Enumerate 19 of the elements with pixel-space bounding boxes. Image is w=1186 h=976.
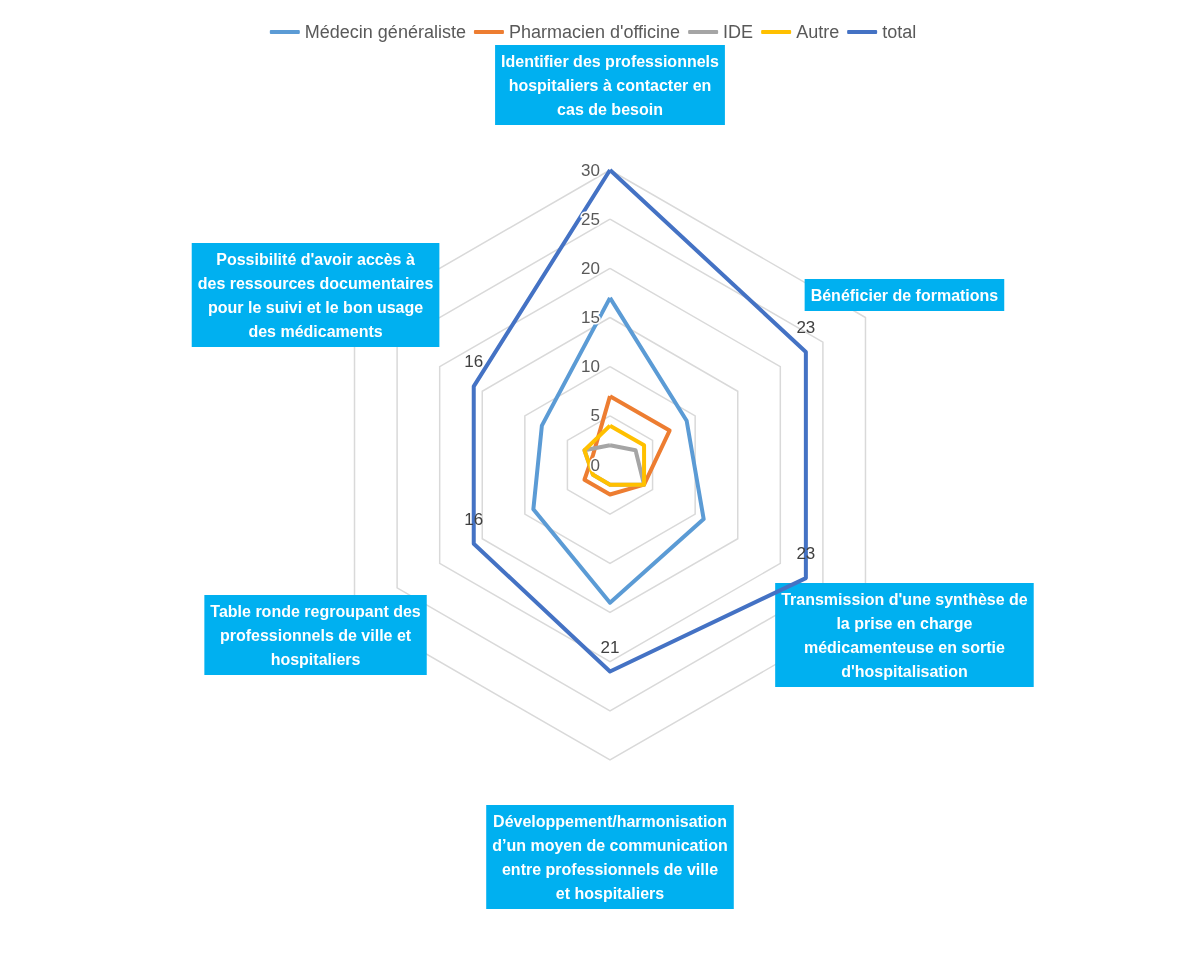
legend-label: Autre [796,22,840,42]
spoke-label: Transmission d'une synthèse de la prise en charge médicamenteuse en sortie d'hospitalisation [781,590,1028,680]
legend-label: Pharmacien d'officine [508,22,681,42]
y-tick-label: 20 [581,258,600,278]
y-tick-label: 5 [590,406,600,426]
data-label: 16 [464,352,484,372]
y-tick-label: 25 [581,209,600,229]
y-tick-label: 30 [581,160,600,180]
legend-label: IDE [723,22,754,42]
legend-label: total [882,22,917,42]
data-label: 21 [600,637,620,657]
spoke-label: Développement/harmonisation d’un moyen de communication entre professionnels de ville et hospitaliers [492,812,728,902]
spoke-label: Identifier des professionnels hospitaliers à contacter en cas de besoin [501,52,720,118]
y-tick-label: 10 [581,357,600,377]
legend-label: Médecin généraliste [304,22,466,42]
data-label: 23 [796,317,816,337]
spoke-label: Possibilité d'avoir accès à des ressources documentaires pour le suivi et le bon usage des médicaments [197,250,434,340]
spoke-label: Table ronde regroupant des professionnels de ville et hospitaliers [210,602,421,668]
spoke-label: Bénéficier de formations [810,286,999,304]
